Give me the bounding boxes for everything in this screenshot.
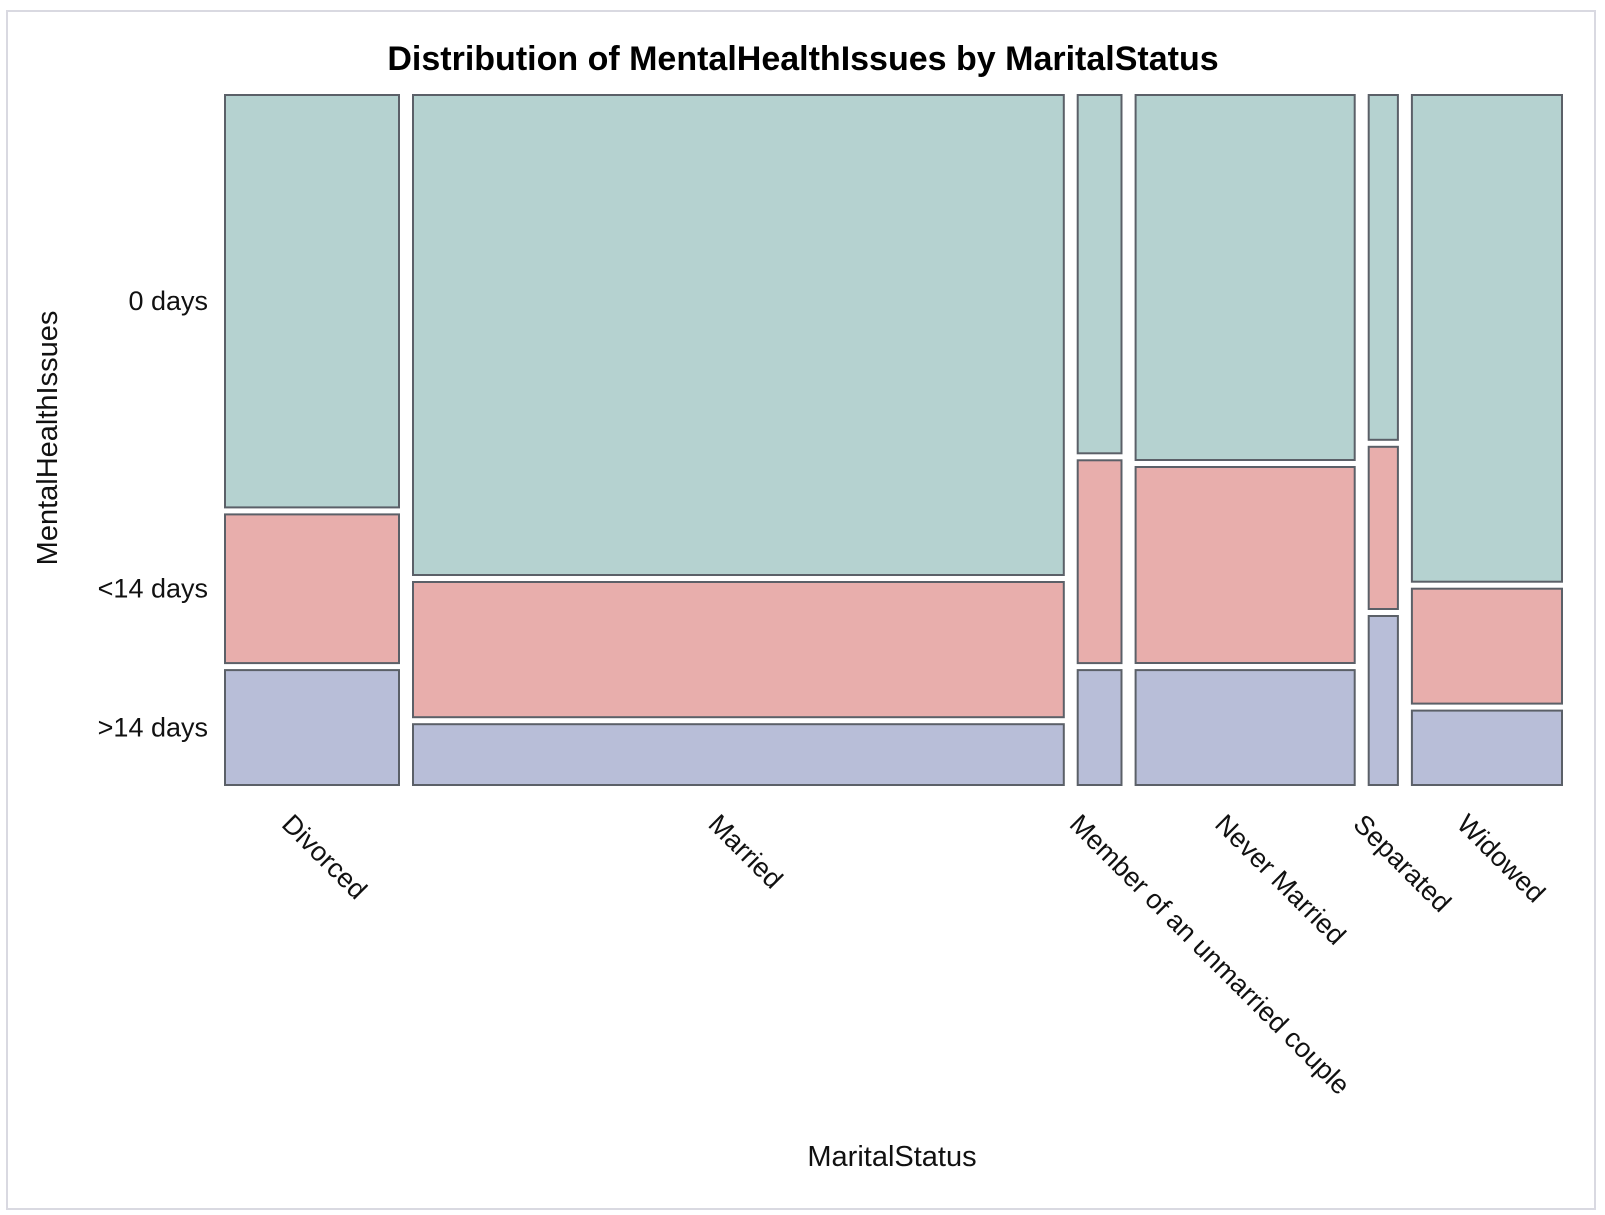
chart-title: Distribution of MentalHealthIssues by Ma… (387, 40, 1218, 78)
tile-never-married-0-days (1134, 94, 1356, 461)
mosaic-tiles (224, 94, 1564, 787)
x-tick-label-member-of-an-unmarried-couple: Member of an unmarried couple (1064, 809, 1356, 1101)
x-tick-label-divorced: Divorced (276, 809, 373, 906)
y-tick-label-14-days: >14 days (98, 713, 208, 743)
tile-widowed-14-days (1410, 709, 1564, 786)
tile-member-of-an-unmarried-couple-14-days (1076, 459, 1123, 665)
tile-divorced-0-days (224, 94, 400, 509)
tile-widowed-14-days (1410, 587, 1564, 705)
x-tick-label-married: Married (703, 809, 789, 895)
tile-separated-0-days (1367, 94, 1399, 441)
tile-widowed-0-days (1410, 94, 1564, 583)
tile-never-married-14-days (1134, 466, 1356, 664)
tile-married-0-days (412, 94, 1065, 576)
x-tick-label-separated: Separated (1347, 809, 1456, 918)
tile-member-of-an-unmarried-couple-0-days (1076, 94, 1123, 455)
tile-never-married-14-days (1134, 669, 1356, 786)
tile-separated-14-days (1367, 445, 1399, 610)
y-tick-label-0-days: 0 days (128, 286, 208, 316)
y-tick-label-14-days: <14 days (98, 574, 208, 604)
tile-member-of-an-unmarried-couple-14-days (1076, 669, 1123, 786)
x-tick-label-widowed: Widowed (1451, 809, 1551, 909)
x-tick-labels: Divorced Married Member of an unmarried co… (276, 809, 1551, 1101)
y-tick-labels: 0 days <14 days >14 days (98, 286, 208, 742)
tile-divorced-14-days (224, 513, 400, 665)
y-axis-label: MentalHealthIssues (32, 311, 64, 566)
tile-married-14-days (412, 581, 1065, 719)
tile-married-14-days (412, 723, 1065, 787)
x-tick-label-never-married: Never Married (1209, 809, 1351, 951)
tile-separated-14-days (1367, 615, 1399, 786)
x-axis-label: MaritalStatus (807, 1141, 976, 1173)
tile-divorced-14-days (224, 669, 400, 786)
